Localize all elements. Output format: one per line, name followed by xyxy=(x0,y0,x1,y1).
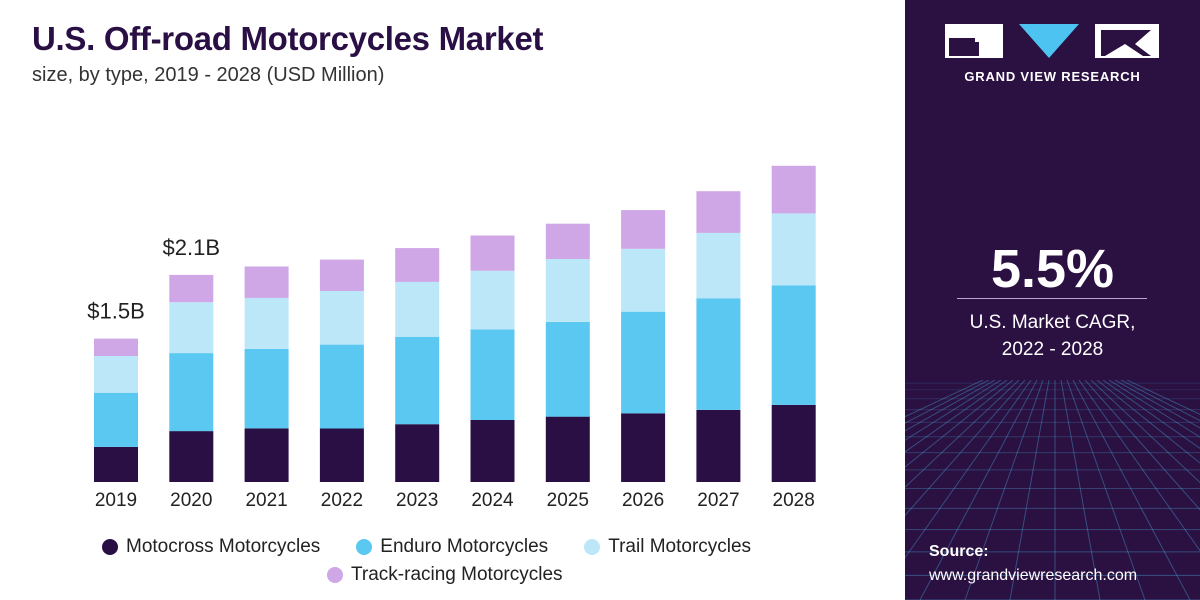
bar-2023-series-1 xyxy=(395,337,440,425)
legend-item: Motocross Motorcycles xyxy=(102,536,320,558)
bar-2025-series-3 xyxy=(545,223,590,259)
bar-2022-series-2 xyxy=(319,291,364,345)
bar-2027-series-3 xyxy=(696,191,741,233)
legend-item: Enduro Motorcycles xyxy=(356,536,548,558)
brand-name: GRAND VIEW RESEARCH xyxy=(964,69,1141,84)
x-tick-label: 2025 xyxy=(547,490,589,511)
bar-2021-series-1 xyxy=(244,348,289,429)
data-label-2020: $2.1B xyxy=(163,235,221,260)
bar-2020-series-3 xyxy=(169,274,214,303)
bar-2021-series-2 xyxy=(244,297,289,349)
x-tick-label: 2023 xyxy=(396,490,438,511)
bar-2021-series-3 xyxy=(244,266,289,298)
bar-2019-series-0 xyxy=(94,446,138,482)
bar-2027-series-0 xyxy=(696,409,741,482)
bar-2019-series-3 xyxy=(94,338,138,356)
legend-item: Trail Motorcycles xyxy=(584,536,751,558)
x-tick-label: 2021 xyxy=(245,490,287,511)
bar-2025-series-1 xyxy=(545,321,590,417)
bar-2020-series-2 xyxy=(169,302,214,354)
legend-swatch xyxy=(327,567,343,583)
chart-title: U.S. Off-road Motorcycles Market xyxy=(32,20,544,57)
bar-2021-series-0 xyxy=(244,428,289,482)
bar-2027-series-1 xyxy=(696,298,741,410)
bar-2022-series-0 xyxy=(319,428,364,482)
source-title: Source: xyxy=(929,543,989,560)
source-url: www.grandviewresearch.com xyxy=(929,567,1138,584)
data-label-2019: $1.5B xyxy=(87,299,145,324)
bar-2026-series-3 xyxy=(621,210,666,249)
bar-2020-series-0 xyxy=(169,431,214,482)
cagr-label-line1: U.S. Market CAGR, xyxy=(969,312,1136,333)
legend-row-1: Motocross Motorcycles Enduro Motorcycles T… xyxy=(102,536,751,558)
bar-2024-series-3 xyxy=(470,235,515,271)
bar-2028-series-2 xyxy=(771,213,816,286)
chart-subtitle: size, by type, 2019 - 2028 (USD Million) xyxy=(32,64,385,86)
legend-row-2: Track-racing Motorcycles xyxy=(327,564,563,586)
x-tick-label: 2028 xyxy=(773,490,815,511)
bar-2022-series-1 xyxy=(319,344,364,429)
bar-2028-series-3 xyxy=(771,165,816,214)
cagr-label-line2: 2022 - 2028 xyxy=(1001,339,1104,360)
gvr-logo xyxy=(945,24,1159,58)
legend-item: Track-racing Motorcycles xyxy=(327,564,563,586)
x-tick-label: 2020 xyxy=(170,490,212,511)
chart-panel: U.S. Off-road Motorcycles Market size, b… xyxy=(32,20,816,586)
bar-2025-series-2 xyxy=(545,259,590,322)
bar-2022-series-3 xyxy=(319,259,364,291)
bar-2024-series-2 xyxy=(470,270,515,330)
x-tick-label: 2024 xyxy=(471,490,514,511)
x-tick-label: 2027 xyxy=(697,490,739,511)
stacked-bar-chart: 2019 2020 2021 2022 2023 2024 2025 2026 2027 2028… xyxy=(87,165,816,511)
x-tick-label: 2022 xyxy=(321,490,363,511)
legend-label: Enduro Motorcycles xyxy=(380,536,549,557)
bar-2027-series-2 xyxy=(696,232,741,299)
x-tick-label: 2019 xyxy=(95,490,137,511)
bar-2026-series-0 xyxy=(621,413,666,482)
info-sidebar: GRAND VIEW RESEARCH 5.5% U.S. Market CAG… xyxy=(905,0,1200,600)
decorative-grid xyxy=(905,380,1200,600)
bar-2024-series-0 xyxy=(470,420,515,482)
bar-2026-series-2 xyxy=(621,248,666,312)
cagr-label: U.S. Market CAGR, 2022 - 2028 xyxy=(905,309,1200,363)
bar-2026-series-1 xyxy=(621,311,666,414)
bar-2023-series-3 xyxy=(395,248,440,282)
bar-2024-series-1 xyxy=(470,329,515,420)
bar-2028-series-1 xyxy=(771,285,816,405)
x-tick-label: 2026 xyxy=(622,490,664,511)
bar-2023-series-0 xyxy=(395,424,440,482)
bar-2019-series-1 xyxy=(94,392,138,447)
bar-2028-series-0 xyxy=(771,404,816,482)
bar-2019-series-2 xyxy=(94,356,138,393)
legend-swatch xyxy=(584,539,601,555)
bar-2020-series-1 xyxy=(169,353,214,432)
legend-label: Motocross Motorcycles xyxy=(126,536,321,557)
legend-swatch xyxy=(356,539,373,555)
legend-swatch xyxy=(102,539,118,555)
bar-2025-series-0 xyxy=(545,416,590,482)
cagr-value: 5.5% xyxy=(990,239,1115,299)
bar-2023-series-2 xyxy=(395,281,440,337)
legend-label: Trail Motorcycles xyxy=(608,536,752,557)
legend-label: Track-racing Motorcycles xyxy=(351,564,563,585)
cagr-divider xyxy=(957,298,1147,299)
